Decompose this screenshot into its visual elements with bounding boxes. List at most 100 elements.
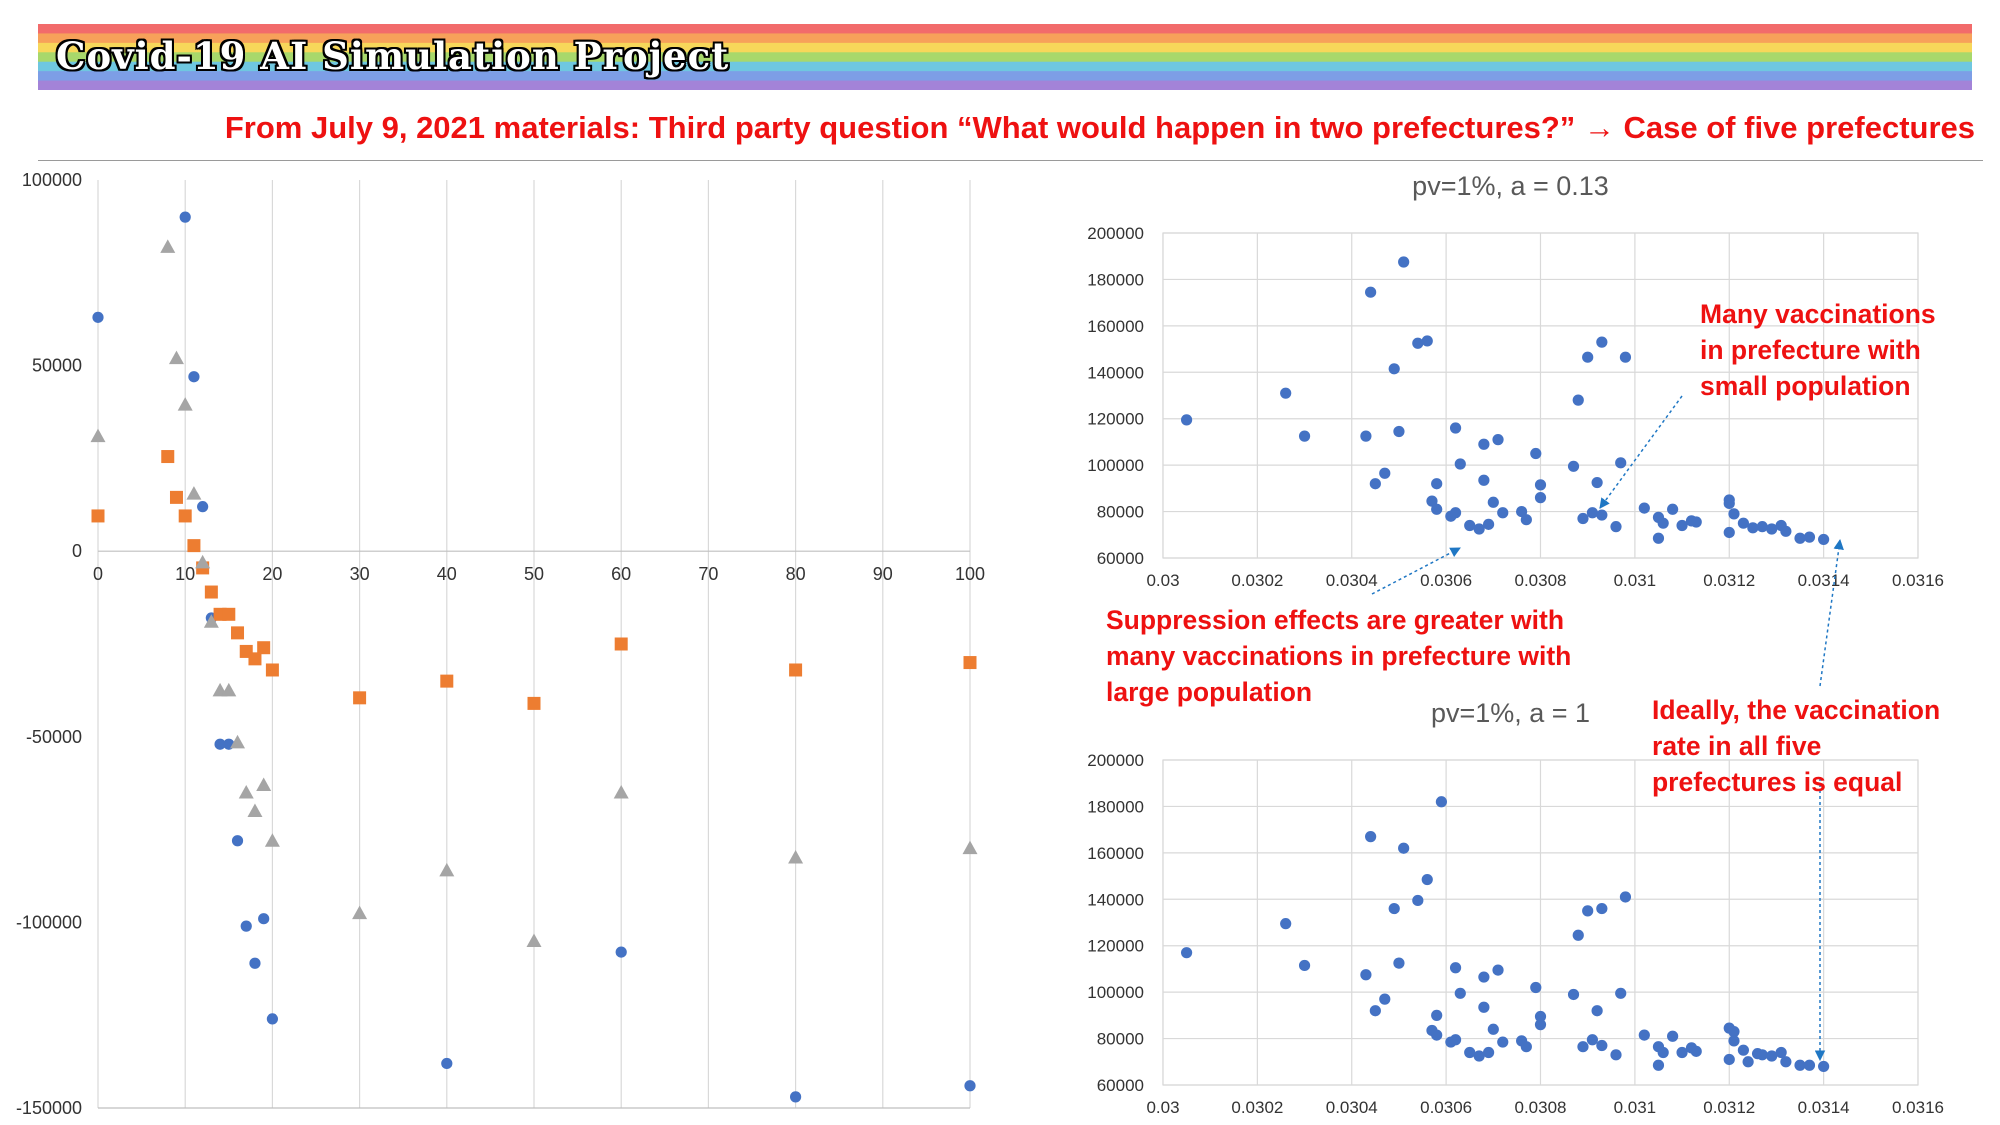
data-point-circle [1298, 959, 1311, 972]
data-point-circle [1794, 532, 1806, 544]
data-point-circle [1478, 971, 1490, 983]
data-point-circle [1737, 1044, 1750, 1056]
data-point-circle [1586, 1034, 1599, 1046]
data-point-triangle [247, 803, 263, 818]
data-point-circle [1530, 447, 1542, 460]
annotation-arrows [1371, 395, 1844, 1062]
y-tick-label: 200000 [1087, 751, 1144, 770]
data-point-circle [1388, 363, 1400, 375]
data-point-circle [1572, 929, 1584, 941]
data-point-circle [1421, 873, 1433, 886]
data-point-circle [92, 311, 104, 323]
chart-title: pv=1%, a = 0.13 [1412, 171, 1609, 201]
plot-frame [1162, 759, 1919, 1086]
x-tick-label: 90 [873, 564, 893, 584]
x-tick-label: 0.03 [1146, 571, 1179, 590]
arrow-ideally-up [1819, 538, 1844, 687]
data-point-circle [1667, 503, 1679, 515]
data-point-square [963, 656, 977, 670]
y-tick-label: 60000 [1097, 1076, 1144, 1095]
x-tick-label: 70 [698, 564, 718, 584]
data-point-circle [1360, 430, 1372, 442]
rainbow-stripe [38, 42, 1972, 53]
data-point-circle [1520, 514, 1532, 526]
y-tick-label: 50000 [32, 356, 82, 376]
data-point-triangle [90, 428, 106, 443]
x-tick-label: 40 [437, 564, 457, 584]
data-point-circle [1180, 414, 1193, 426]
x-tick-label: 0.0316 [1892, 1098, 1944, 1117]
data-point-circle [1280, 918, 1292, 930]
data-point-circle [1657, 1046, 1669, 1059]
y-tick-label: 180000 [1087, 270, 1144, 289]
data-point-circle [1803, 531, 1816, 543]
data-point-circle [1591, 476, 1603, 489]
data-point-circle [1747, 522, 1759, 534]
bottom-right-scatter-chart: pv=1%, a = 1 200000 180000 160000 140000 1200… [1087, 698, 1944, 1117]
data-point-circle [1577, 512, 1589, 525]
x-tick-label: 0.0306 [1420, 571, 1472, 590]
data-point-circle [1449, 422, 1462, 434]
data-point-circle [1464, 1046, 1476, 1059]
data-point-circle [1737, 517, 1750, 529]
arrow-many-small [1599, 395, 1683, 509]
data-point-square [178, 509, 192, 523]
data-point-circle [964, 1080, 976, 1092]
data-point-circle [1426, 495, 1438, 507]
data-point-circle [1388, 902, 1400, 915]
data-point-circle [1657, 517, 1669, 529]
data-point-circle [441, 1057, 453, 1070]
data-point-circle [1398, 256, 1410, 268]
data-point-circle [1431, 478, 1443, 490]
data-point-circle [1756, 1049, 1768, 1061]
data-point-triangle [526, 933, 542, 947]
data-point-circle [240, 920, 252, 932]
data-point-circle [1652, 532, 1665, 544]
data-point-circle [1803, 1059, 1816, 1071]
data-point-triangle [203, 614, 219, 628]
data-point-circle [1728, 1035, 1740, 1047]
data-point-circle [1534, 479, 1547, 491]
data-point-triangle [439, 862, 455, 877]
chart-title: pv=1%, a = 1 [1431, 698, 1590, 728]
data-point-circle [1728, 1026, 1740, 1038]
data-point-circle [1431, 503, 1443, 515]
data-point-circle [214, 738, 226, 750]
data-point-circle [197, 501, 209, 513]
data-point-circle [266, 1013, 278, 1025]
x-tick-label: 0.0316 [1892, 571, 1944, 590]
annotation-ideally-equal-rate: Ideally, the vaccination rate in all fiv… [1652, 695, 1941, 797]
y-tick-label: 120000 [1087, 937, 1144, 956]
data-point-circle [1478, 1001, 1490, 1013]
data-point-circle [1638, 502, 1650, 514]
data-point-circle [1412, 337, 1424, 349]
data-point-circle [1435, 796, 1448, 808]
data-point-square [257, 641, 271, 655]
data-point-triangle [788, 849, 804, 864]
data-point-circle [1487, 496, 1499, 508]
y-tick-label: 160000 [1087, 844, 1144, 863]
data-point-triangle [613, 784, 629, 799]
x-tick-label: 0 [93, 564, 103, 584]
data-point-circle [1591, 1005, 1603, 1017]
data-point-square [187, 539, 201, 553]
data-point-triangle [256, 777, 272, 792]
data-point-circle [1775, 1046, 1787, 1059]
data-point-circle [1365, 831, 1377, 843]
y-tick-label: 100000 [22, 170, 82, 190]
data-point-triangle [186, 486, 202, 500]
x-tick-label: 100 [955, 564, 985, 584]
data-point-circle [1534, 1019, 1547, 1031]
data-point-circle [1610, 521, 1622, 533]
rainbow-stripe [38, 61, 1972, 72]
data-point-circle [1360, 969, 1372, 981]
data-point-circle [1412, 894, 1424, 907]
x-tick-label: 0.0312 [1703, 571, 1755, 590]
data-point-circle [1492, 964, 1504, 976]
data-point-circle [1497, 507, 1509, 519]
x-tick-label: 50 [524, 564, 544, 584]
left-scatter-chart: 100000 50000 0 -50000 -100000 -150000 0 10 20 30 4… [16, 170, 985, 1118]
x-tick-label: 20 [262, 564, 282, 584]
x-tick-label: 0.0312 [1703, 1098, 1755, 1117]
data-point-circle [1478, 438, 1490, 450]
